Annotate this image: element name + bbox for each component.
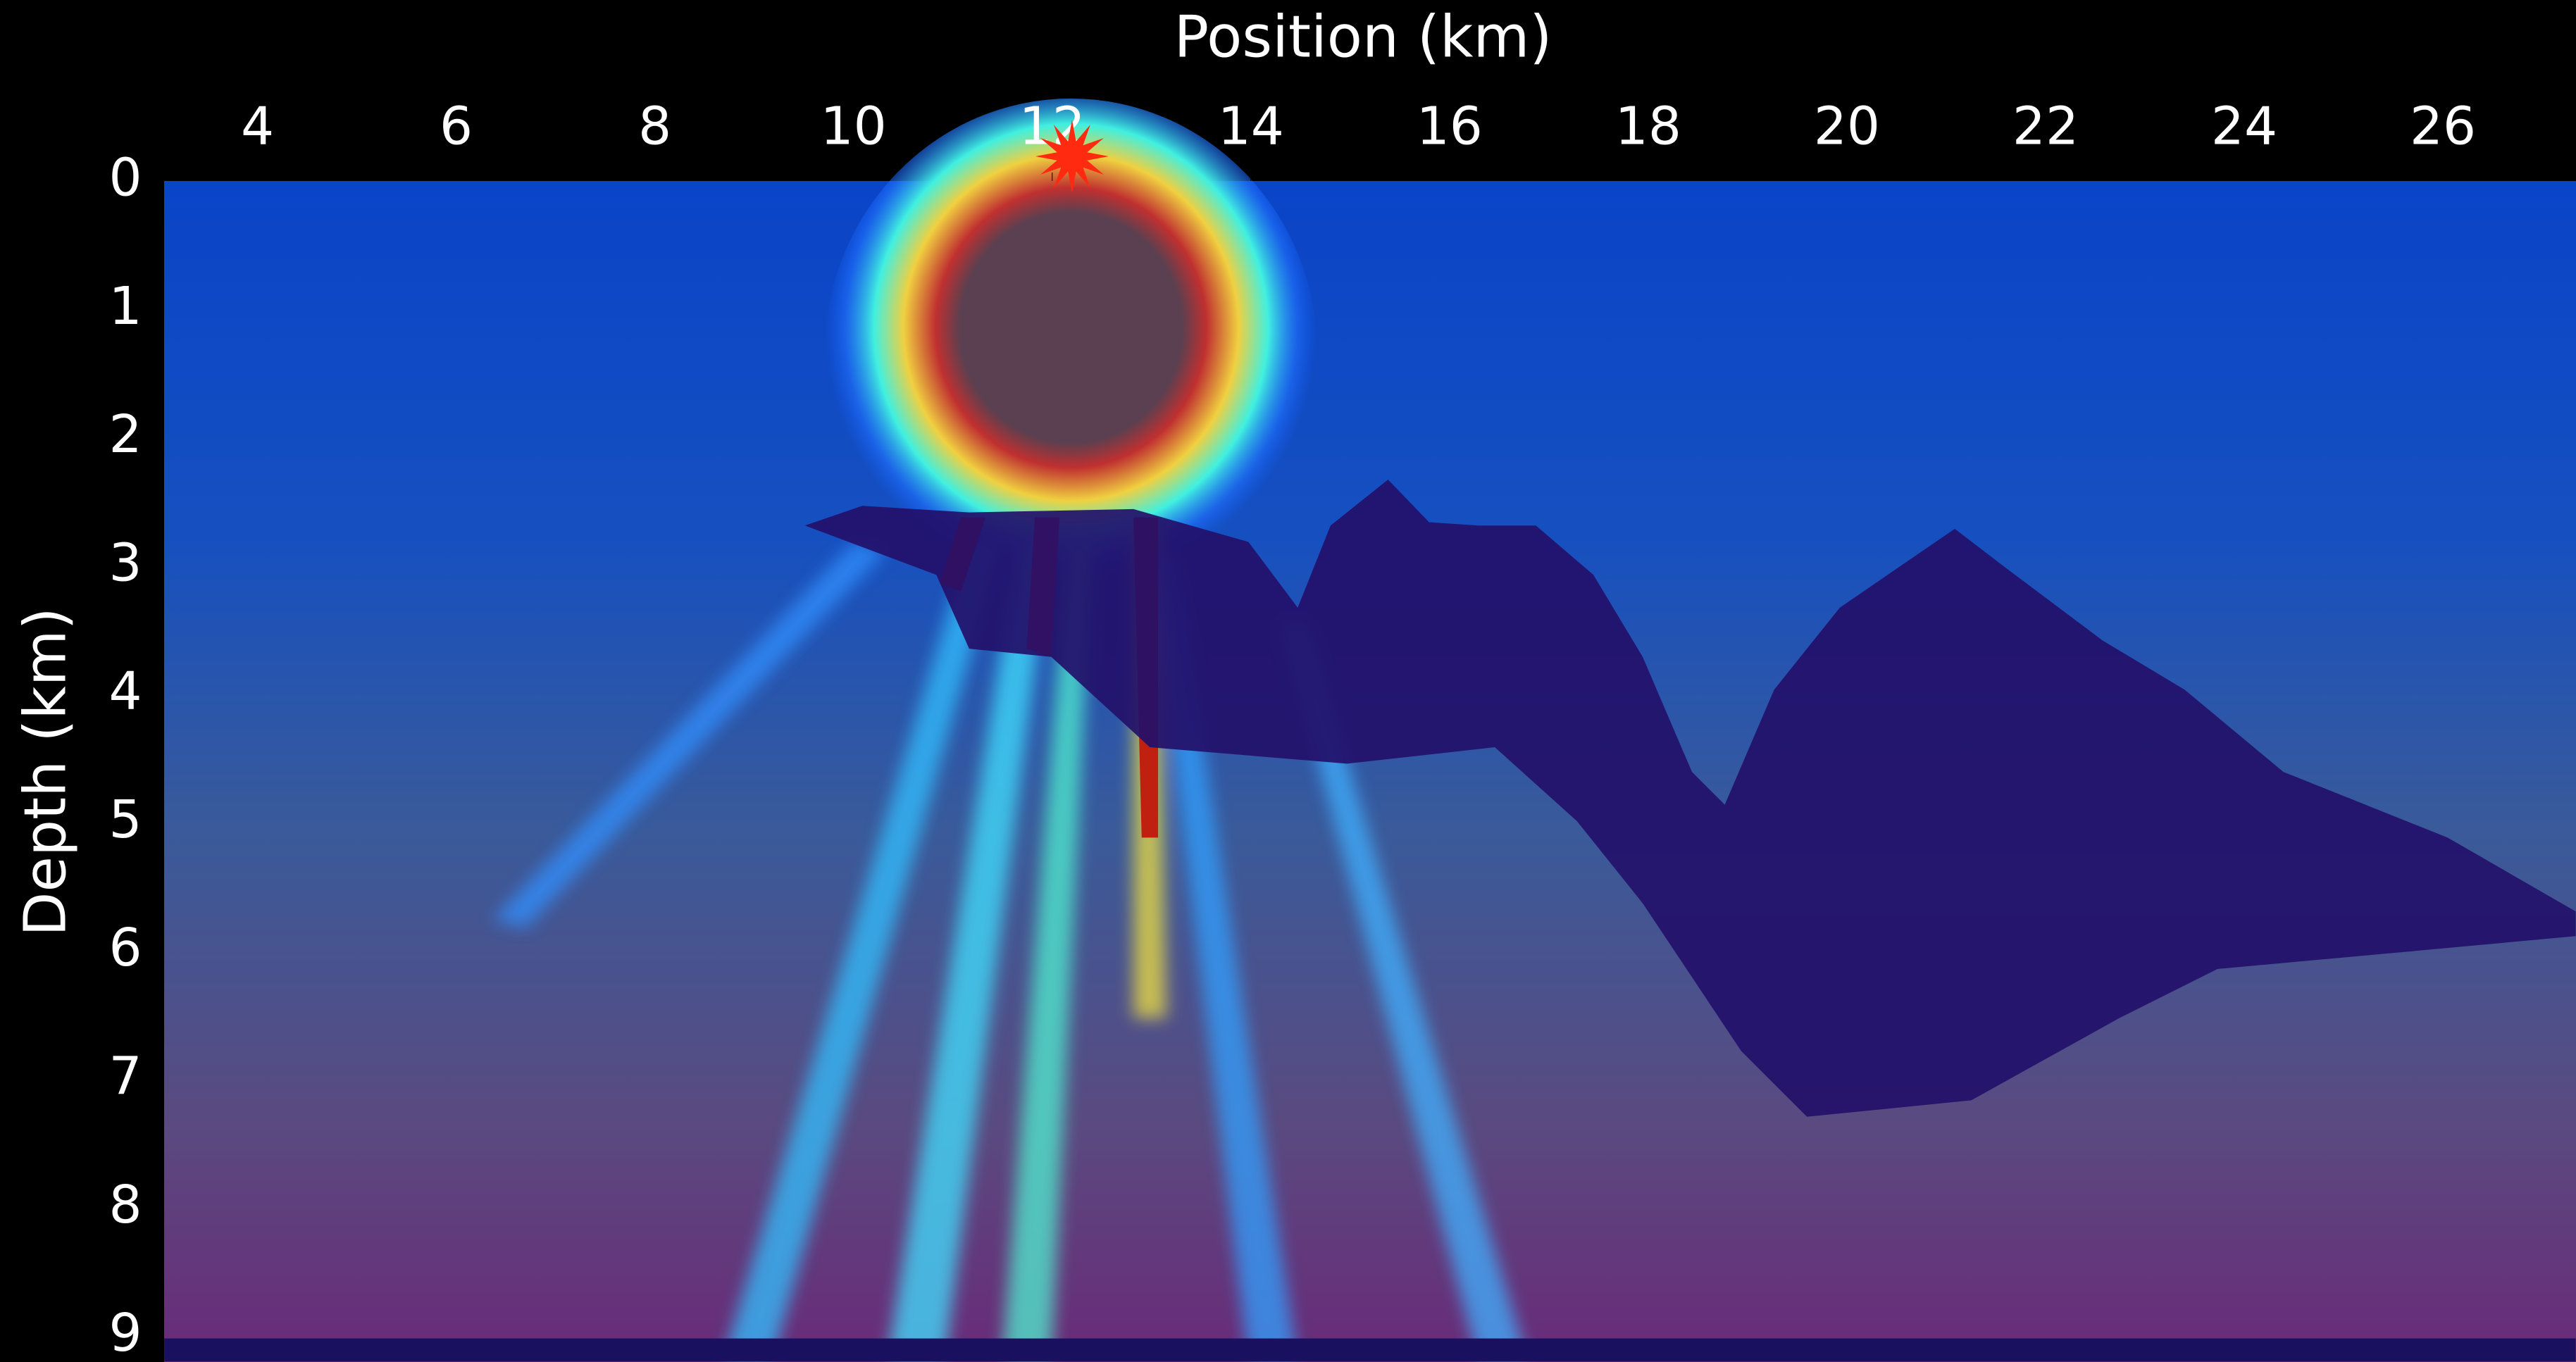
chart: Position (km) Depth (km) 468101214161820…	[0, 0, 2576, 1362]
x-tick-label: 6	[440, 96, 473, 157]
y-tick-label: 0	[108, 148, 142, 208]
y-axis-title: Depth (km)	[12, 607, 79, 936]
x-tick-label: 20	[1814, 96, 1880, 157]
y-tick-label: 9	[108, 1303, 142, 1362]
x-tick-label: 8	[638, 96, 671, 157]
y-tick-label: 7	[108, 1046, 142, 1106]
y-tick-label: 3	[108, 532, 142, 593]
y-tick-label: 1	[108, 276, 142, 337]
y-tick-label: 8	[108, 1175, 142, 1235]
bottom-strip	[164, 1339, 2575, 1362]
x-tick-label: 24	[2211, 96, 2277, 157]
x-tick-label: 18	[1615, 96, 1681, 157]
y-tick-label: 5	[108, 789, 142, 850]
x-tick-label: 26	[2410, 96, 2476, 157]
x-tick-label: 16	[1417, 96, 1483, 157]
y-tick-label: 2	[108, 404, 142, 465]
y-tick-label: 6	[108, 918, 142, 978]
y-tick-label: 4	[108, 661, 142, 722]
x-tick-label: 22	[2012, 96, 2079, 157]
x-tick-label: 14	[1218, 96, 1284, 157]
x-tick-label: 10	[821, 96, 887, 157]
x-tick-label: 4	[241, 96, 274, 157]
x-axis-title: Position (km)	[1174, 4, 1553, 70]
